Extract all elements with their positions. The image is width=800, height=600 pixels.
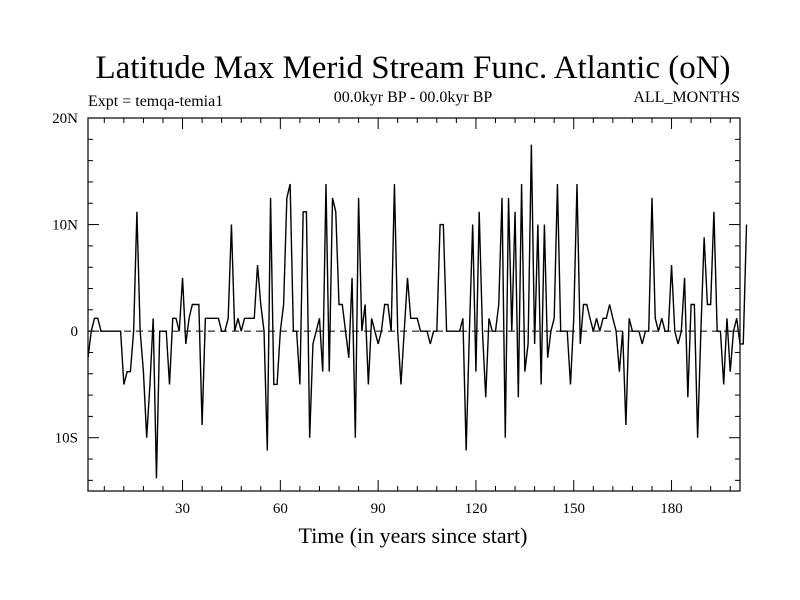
chart-title: Latitude Max Merid Stream Func. Atlantic…	[95, 50, 730, 86]
x-tick-label: 120	[465, 501, 488, 517]
series-line	[87, 144, 748, 479]
x-tick-label: 180	[660, 501, 683, 517]
experiment-label: Expt = temqa-temia1	[88, 93, 223, 110]
time-range-label: 00.0kyr BP - 00.0kyr BP	[334, 89, 493, 106]
x-tick-label: 30	[175, 501, 190, 517]
y-axis-ticks: 10S 0 10N 20N	[52, 111, 740, 481]
y-tick-label: 10S	[55, 431, 78, 447]
x-tick-label: 60	[273, 501, 288, 517]
y-tick-label: 10N	[52, 218, 78, 234]
y-tick-label: 0	[71, 324, 79, 340]
y-tick-label: 20N	[52, 111, 78, 127]
x-tick-label: 90	[371, 501, 386, 517]
plot-frame	[87, 117, 741, 492]
x-tick-label: 150	[562, 501, 585, 517]
x-axis-label: Time (in years since start)	[299, 523, 528, 548]
x-axis-ticks: 30 60 90 120 150 180	[103, 118, 731, 517]
months-label: ALL_MONTHS	[633, 89, 740, 106]
